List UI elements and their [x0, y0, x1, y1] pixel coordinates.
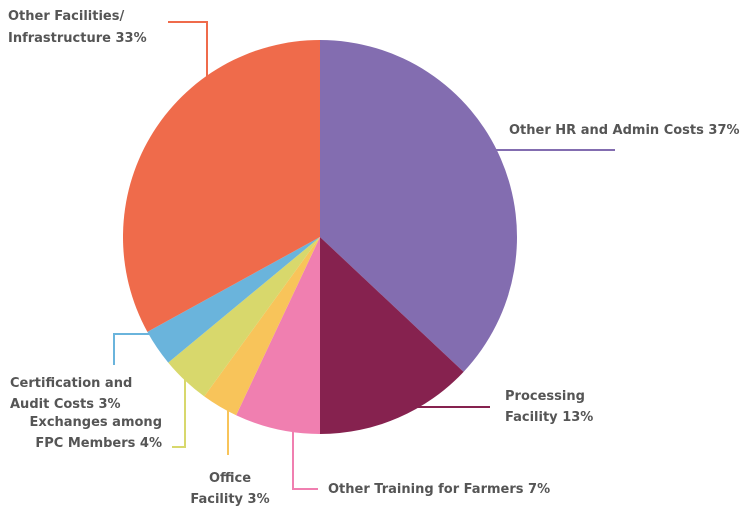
pie-slice: [168, 237, 320, 397]
label-line: Office: [209, 471, 251, 486]
pie-slice: [122, 40, 320, 332]
pie-slice: [236, 237, 320, 434]
pie-slice: [320, 237, 464, 434]
label-line: Facility 3%: [190, 492, 269, 507]
pie-slice: [147, 237, 320, 363]
value-label: 7%: [528, 482, 550, 497]
value-label: 37%: [708, 123, 739, 138]
slice-label: Other Facilities/Infrastructure 33%: [8, 9, 147, 46]
label-line: Exchanges among: [30, 415, 162, 430]
slice-label: Exchanges among FPC Members 4%: [30, 415, 162, 451]
label-line: Other Training for Farmers 7%: [328, 482, 550, 497]
value-label: 3%: [248, 492, 270, 507]
slice-label: Office Facility 3%: [190, 471, 269, 507]
label-line: Facility 13%: [505, 410, 593, 425]
label-line: Processing: [505, 389, 585, 404]
leader-line: [172, 378, 186, 448]
slice-label: Certification and Audit Costs 3%: [10, 376, 132, 412]
label-line: Audit Costs 3%: [10, 397, 121, 412]
slice-label: Other Training for Farmers 7%: [328, 482, 550, 497]
leader-line: [168, 21, 208, 78]
value-label: 13%: [562, 410, 593, 425]
value-label: 4%: [140, 436, 162, 451]
label-line: Certification and: [10, 376, 132, 391]
value-label: 3%: [99, 397, 121, 412]
slice-label: Processing Facility 13%: [505, 389, 593, 425]
leader-line: [292, 432, 318, 490]
label-line: FPC Members 4%: [35, 436, 162, 451]
label-line: Other HR and Admin Costs 37%: [509, 123, 740, 138]
label-line: Infrastructure 33%: [8, 31, 147, 46]
slice-label: Other HR and Admin Costs 37%: [509, 123, 740, 138]
value-label: 33%: [115, 31, 146, 46]
leader-line: [113, 333, 150, 365]
pie-slice: [320, 40, 517, 372]
label-line: Other Facilities/: [8, 9, 124, 24]
pie-slice: [204, 237, 320, 416]
